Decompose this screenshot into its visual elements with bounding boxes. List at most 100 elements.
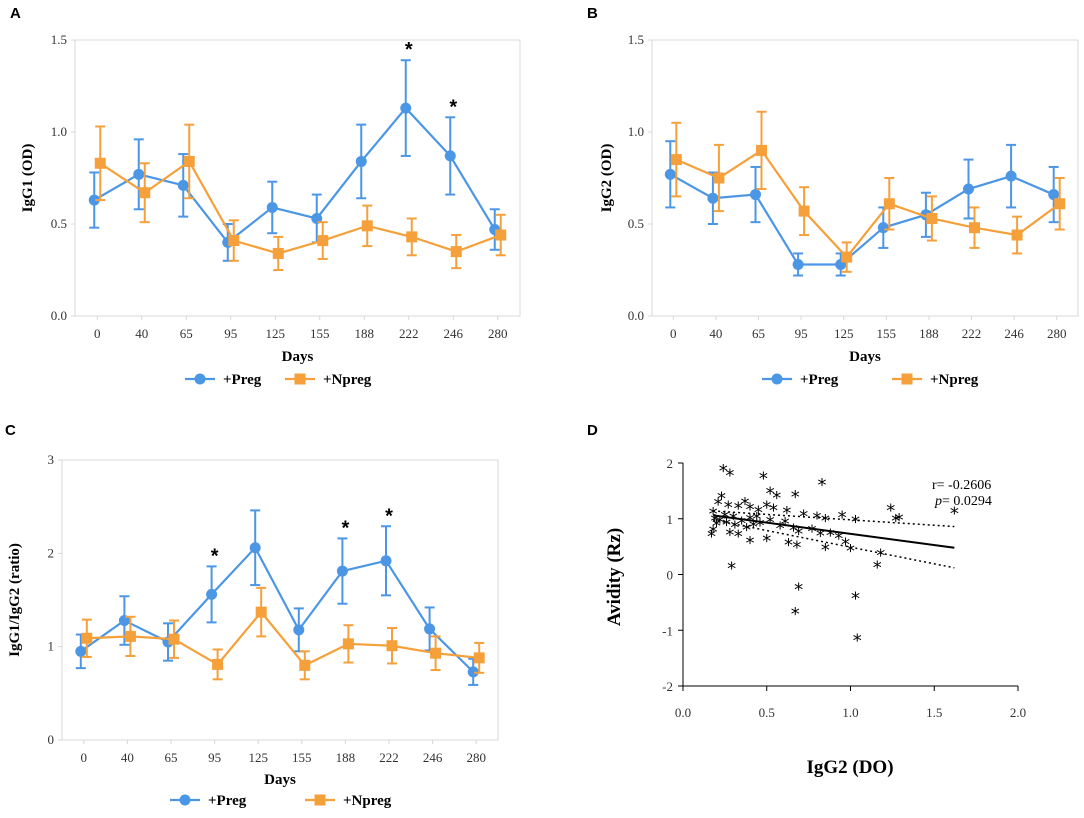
ci-upper-line xyxy=(713,510,955,528)
x-tick-label: 188 xyxy=(919,326,939,341)
scatter-point: * xyxy=(742,520,751,541)
y-tick-label: 2 xyxy=(667,456,674,471)
significance-star: * xyxy=(405,39,413,61)
scatter-point: * xyxy=(712,516,721,537)
x-tick-label: 40 xyxy=(135,326,148,341)
scatter-point: * xyxy=(734,499,743,520)
scatter-point: * xyxy=(821,511,830,532)
scatter-point: * xyxy=(724,497,733,518)
data-point xyxy=(798,205,810,217)
data-point xyxy=(317,235,329,247)
data-point xyxy=(386,640,398,652)
data-point xyxy=(467,666,479,678)
legend-item-npreg: +Npreg xyxy=(892,372,979,388)
x-tick-label: 2.0 xyxy=(1010,705,1026,720)
data-point xyxy=(228,235,240,247)
y-tick-label: 0.0 xyxy=(628,308,644,323)
series-line xyxy=(99,159,502,255)
series-line xyxy=(80,545,474,673)
scatter-point: * xyxy=(766,484,775,505)
scatter-point: * xyxy=(791,604,800,625)
data-point xyxy=(750,189,761,201)
scatter-point: * xyxy=(766,513,775,534)
data-point xyxy=(406,231,418,243)
data-point xyxy=(168,633,180,645)
ci-lower-line xyxy=(713,519,955,569)
panel-label: C xyxy=(5,422,16,439)
data-point xyxy=(707,192,719,204)
legend-label: +Npreg xyxy=(323,372,372,388)
scatter-point: * xyxy=(895,510,904,531)
p-symbol: p xyxy=(934,494,942,509)
data-point xyxy=(177,179,189,191)
data-point xyxy=(1054,198,1066,210)
data-point xyxy=(133,168,145,180)
scatter-point: * xyxy=(791,487,800,508)
x-tick-label: 246 xyxy=(444,326,464,341)
data-point xyxy=(272,247,284,259)
data-point xyxy=(1005,170,1017,182)
x-tick-label: 125 xyxy=(248,750,268,765)
x-tick-label: 125 xyxy=(266,326,286,341)
scatter-point: * xyxy=(826,525,835,546)
x-tick-label: 95 xyxy=(208,750,221,765)
significance-star: * xyxy=(342,517,350,539)
x-tick-label: 0 xyxy=(81,750,88,765)
panel-a: A 0.0 0.5 1.0 1.5 0 40 65 95 125 155 188 222 246 280 Da… xyxy=(10,5,521,388)
scatter-point: * xyxy=(729,509,738,530)
x-tick-label: 40 xyxy=(709,326,722,341)
scatter-point: * xyxy=(794,579,803,600)
x-tick-label: 0 xyxy=(670,326,677,341)
scatter-point: * xyxy=(746,510,755,531)
x-tick-label: 0 xyxy=(94,326,101,341)
scatter-point: * xyxy=(794,524,803,545)
scatter-point: * xyxy=(722,515,731,536)
panel-b: B 0.0 0.5 1.0 1.5 0 40 65 95 125 155 188 222 246 280 Da… xyxy=(587,5,1079,388)
scatter-point: * xyxy=(717,489,726,510)
y-tick-label: 1.5 xyxy=(628,32,644,47)
series-npreg xyxy=(670,110,1066,273)
plot-frame xyxy=(61,459,499,741)
data-point xyxy=(963,183,974,195)
y-tick-label: 3 xyxy=(48,452,55,467)
x-tick-label: 0.0 xyxy=(675,705,691,720)
scatter-point: * xyxy=(886,500,895,521)
scatter-point: * xyxy=(769,500,778,521)
plot-frame xyxy=(74,39,521,317)
x-tick-label: 188 xyxy=(355,326,375,341)
legend-label: +Preg xyxy=(223,372,262,388)
x-axis-label: Days xyxy=(849,349,881,365)
scatter-point: * xyxy=(876,545,885,566)
scatter-point: * xyxy=(838,508,847,529)
data-point xyxy=(495,229,507,241)
x-tick-label: 280 xyxy=(488,326,508,341)
x-axis-label: Days xyxy=(282,349,314,365)
x-axis-label: IgG2 (DO) xyxy=(806,757,893,778)
scatter-point: * xyxy=(719,461,728,482)
panel-c: C 0 1 2 3 0 40 65 95 125 155 188 222 246 280 Days IgG1/I… xyxy=(5,422,499,809)
data-point xyxy=(255,606,267,618)
correlation-p: p= 0.0294 xyxy=(934,494,992,509)
scatter-point: * xyxy=(776,519,785,540)
panel-label: D xyxy=(587,422,598,439)
scatter-point: * xyxy=(749,517,758,538)
data-point xyxy=(756,144,767,156)
legend-item-npreg: +Npreg xyxy=(285,372,372,388)
scatter-point: * xyxy=(781,514,790,535)
scatter-point: * xyxy=(709,504,718,525)
scatter-point: * xyxy=(720,508,729,529)
y-axis-label: IgG1 (OD) xyxy=(20,144,36,213)
y-tick-label: 0.0 xyxy=(51,308,67,323)
data-point xyxy=(664,168,676,180)
series-npreg xyxy=(81,586,485,681)
scatter-point: * xyxy=(740,494,749,515)
x-tick-label: 155 xyxy=(292,750,312,765)
data-point xyxy=(336,565,348,577)
y-tick-label: 1 xyxy=(667,512,674,527)
x-tick-label: 65 xyxy=(180,326,193,341)
scatter-point: * xyxy=(772,488,781,509)
panel-label: B xyxy=(587,5,598,22)
data-point xyxy=(450,246,462,258)
x-tick-label: 280 xyxy=(466,750,486,765)
data-point xyxy=(293,624,305,636)
